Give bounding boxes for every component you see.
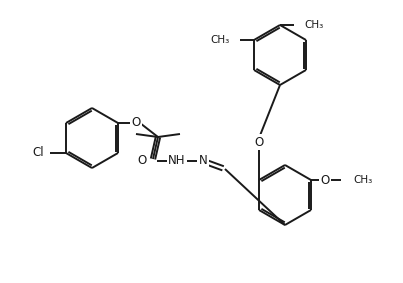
Text: O: O bbox=[131, 117, 141, 130]
Text: CH₃: CH₃ bbox=[353, 175, 372, 185]
Text: NH: NH bbox=[168, 155, 186, 168]
Text: N: N bbox=[199, 155, 208, 168]
Text: CH₃: CH₃ bbox=[304, 20, 323, 30]
Text: O: O bbox=[137, 155, 147, 168]
Text: CH₃: CH₃ bbox=[211, 35, 230, 45]
Text: Cl: Cl bbox=[32, 147, 44, 160]
Text: O: O bbox=[254, 136, 264, 149]
Text: O: O bbox=[320, 173, 330, 186]
